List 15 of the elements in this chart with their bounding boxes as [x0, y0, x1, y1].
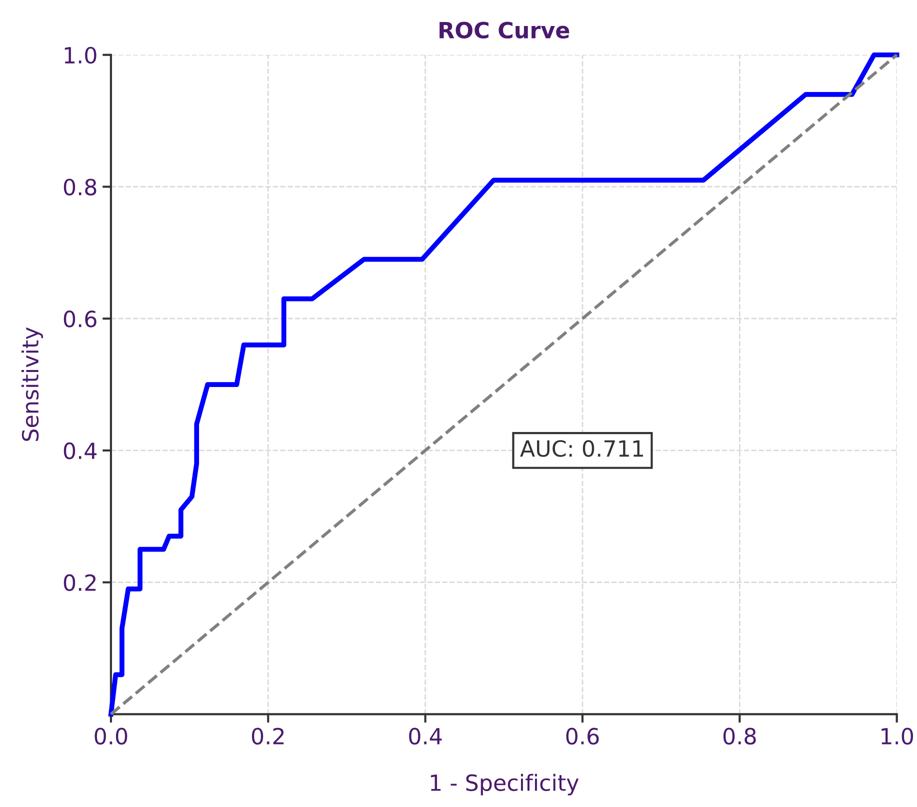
- y-tick-label: 0.6: [64, 310, 96, 328]
- y-tick-label: 0.2: [64, 574, 96, 592]
- x-tick-label: 0.2: [252, 728, 284, 745]
- y-tick-label: 0.8: [64, 178, 96, 196]
- x-tick-label: 0.4: [409, 728, 442, 745]
- x-tick-label: 0.6: [566, 728, 599, 745]
- x-axis-title: 1 - Specificity: [430, 774, 579, 796]
- annotation: AUC: 0.711: [520, 440, 644, 457]
- x-tick-label: 1.0: [882, 728, 914, 745]
- x-tick-label: 0.8: [723, 728, 756, 745]
- y-tick-label: 1.0: [64, 46, 96, 64]
- y-tick-label: 0.4: [64, 442, 97, 460]
- chart-title: ROC Curve: [440, 22, 570, 39]
- x-tick-label: 0.0: [94, 728, 128, 745]
- y-axis-title: Sensitivity: [21, 327, 43, 441]
